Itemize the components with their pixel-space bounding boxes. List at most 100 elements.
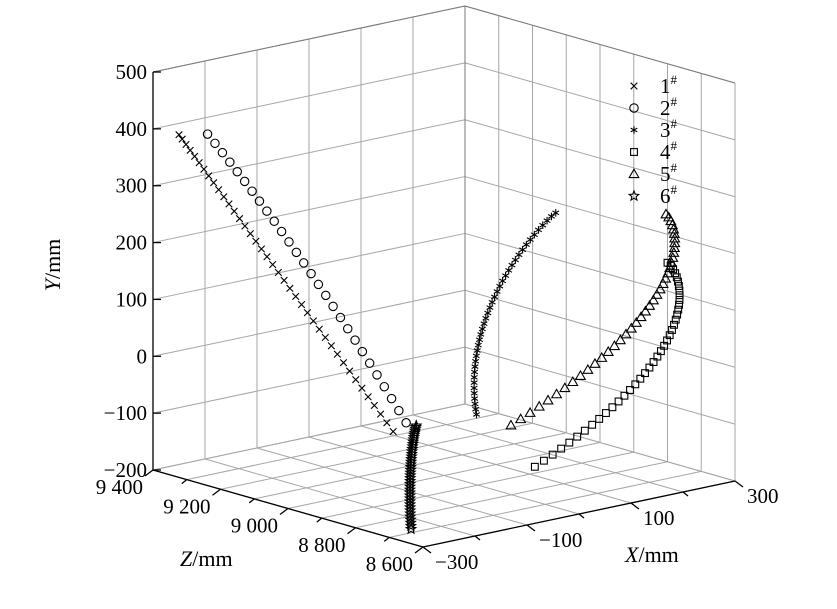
data-point <box>328 301 338 312</box>
data-point <box>404 522 418 535</box>
data-point <box>241 222 249 230</box>
data-point <box>268 260 277 269</box>
z-tick <box>347 527 356 535</box>
data-point <box>665 215 677 226</box>
data-point <box>202 129 213 139</box>
data-point <box>524 406 536 417</box>
legend-label: 1# <box>660 72 678 98</box>
data-point <box>643 299 656 310</box>
data-point <box>645 363 654 372</box>
series-star <box>403 419 423 535</box>
data-point <box>630 316 643 327</box>
data-point <box>559 382 571 393</box>
data-point <box>246 229 255 238</box>
data-point <box>511 256 519 264</box>
data-point <box>477 330 485 339</box>
data-point <box>474 341 482 349</box>
frame-top-right <box>464 5 736 84</box>
data-point <box>542 394 554 405</box>
z-tick <box>212 488 221 496</box>
data-point <box>350 335 360 345</box>
legend-marker-triangle <box>628 168 640 179</box>
y-tick-label: −200 <box>104 458 147 482</box>
data-point <box>175 131 183 139</box>
x-tick-label: −100 <box>539 528 582 552</box>
data-point <box>482 314 490 323</box>
legend-label: 2# <box>660 94 678 120</box>
data-point <box>335 312 346 323</box>
data-point <box>274 268 283 277</box>
x-minor-tick <box>682 491 689 497</box>
y-axis-label-unit: /mm <box>40 239 65 279</box>
data-point <box>473 346 481 355</box>
data-point <box>389 427 397 436</box>
x-minor-tick <box>474 535 481 541</box>
data-point <box>595 351 608 362</box>
data-point <box>321 333 329 342</box>
data-point <box>496 282 504 291</box>
z-tick <box>144 469 154 477</box>
y-tick-label: 300 <box>116 174 148 198</box>
legend-marker-x <box>630 82 638 90</box>
data-point <box>552 208 560 217</box>
data-point <box>641 369 649 378</box>
data-point <box>530 230 538 239</box>
data-point <box>567 375 579 387</box>
data-point <box>321 290 331 301</box>
data-point <box>514 413 527 424</box>
data-point <box>315 325 324 333</box>
y-tick-label: 0 <box>137 344 148 368</box>
data-point <box>486 303 494 312</box>
data-point <box>668 246 680 257</box>
data-point <box>620 391 629 400</box>
y-axis-label-var: Y <box>40 276 65 291</box>
data-point <box>232 166 242 177</box>
z-axis-label: Z/mm <box>180 546 233 571</box>
data-point <box>548 450 557 459</box>
data-point <box>668 326 676 334</box>
data-point <box>239 176 250 187</box>
data-point <box>263 253 271 261</box>
legend-marker-asterisk <box>630 126 638 134</box>
data-point <box>580 426 589 435</box>
data-point <box>515 251 523 259</box>
data-point <box>502 271 510 280</box>
data-point <box>297 300 306 309</box>
z-tick-label: 8 600 <box>366 552 413 576</box>
data-point <box>674 282 683 290</box>
z-minor-tick <box>383 536 390 542</box>
data-point <box>205 172 213 180</box>
data-point <box>306 268 316 279</box>
data-point <box>276 226 287 237</box>
data-point <box>657 277 669 288</box>
data-point <box>333 350 342 358</box>
data-point <box>472 405 480 413</box>
data-point <box>668 232 681 243</box>
data-point <box>480 319 488 328</box>
data-point <box>573 432 582 441</box>
y-tick-label: 400 <box>116 117 148 141</box>
data-point <box>309 317 318 325</box>
data-point <box>670 320 678 329</box>
z-tick-label: 8 800 <box>298 533 345 557</box>
z-minor-tick <box>316 517 323 523</box>
legend: 1#2#3#4#5#6# <box>627 72 678 208</box>
data-point <box>404 519 418 532</box>
data-point <box>190 152 199 161</box>
data-point <box>614 334 627 345</box>
y-tick-label: 200 <box>116 231 148 255</box>
data-point <box>625 322 638 333</box>
legend-marker-square <box>630 148 638 156</box>
data-point <box>383 419 391 427</box>
x-tick-label: −300 <box>435 550 478 574</box>
data-point <box>674 277 682 286</box>
legend-marker-circle <box>629 103 639 113</box>
data-point <box>636 374 645 383</box>
z-tick <box>279 507 289 516</box>
data-point <box>209 179 218 187</box>
data-point <box>247 186 257 196</box>
legend-label: 3# <box>660 116 678 142</box>
data-point <box>608 340 621 351</box>
data-point <box>505 419 517 430</box>
